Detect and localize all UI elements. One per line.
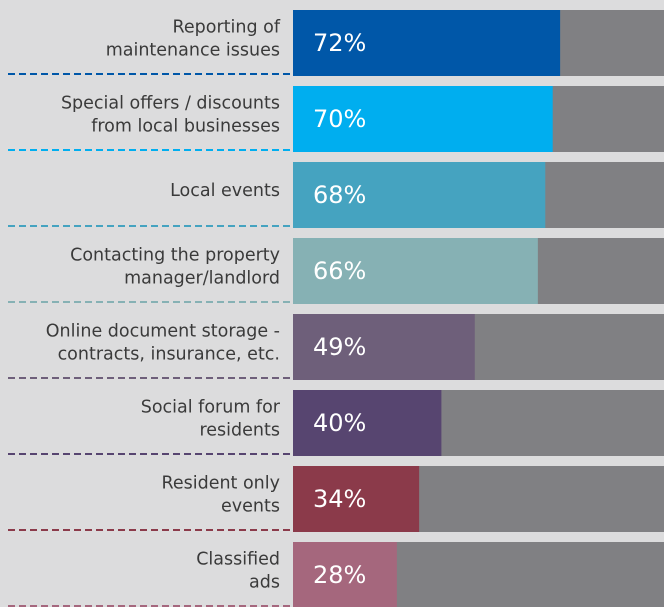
- category-label: maintenance issues: [106, 41, 280, 61]
- value-label: 70%: [313, 105, 366, 133]
- bar: [293, 466, 420, 532]
- value-label: 66%: [313, 257, 366, 285]
- category-label: events: [221, 497, 280, 517]
- category-label: residents: [199, 421, 280, 441]
- value-label: 68%: [313, 181, 366, 209]
- bar: [293, 86, 553, 152]
- bar: [293, 10, 561, 76]
- category-label: contracts, insurance, etc.: [58, 345, 280, 365]
- category-label: Contacting the property: [70, 246, 280, 266]
- category-label: Resident only: [161, 474, 280, 494]
- bar: [293, 162, 546, 228]
- value-label: 72%: [313, 29, 366, 57]
- bar: [293, 390, 442, 456]
- category-label: ads: [249, 573, 280, 593]
- bar: [293, 314, 475, 380]
- value-label: 49%: [313, 333, 366, 361]
- value-label: 34%: [313, 485, 366, 513]
- bar: [293, 542, 397, 607]
- category-label: Special offers / discounts: [61, 94, 280, 114]
- category-label: Social forum for: [141, 398, 281, 418]
- category-label: from local businesses: [91, 117, 280, 137]
- value-label: 40%: [313, 409, 366, 437]
- category-label: Reporting of: [172, 18, 280, 38]
- category-label: Local events: [170, 181, 280, 201]
- category-label: manager/landlord: [124, 269, 280, 289]
- bar: [293, 238, 538, 304]
- value-label: 28%: [313, 561, 366, 589]
- category-label: Online document storage -: [46, 322, 280, 342]
- category-label: Classified: [196, 550, 280, 570]
